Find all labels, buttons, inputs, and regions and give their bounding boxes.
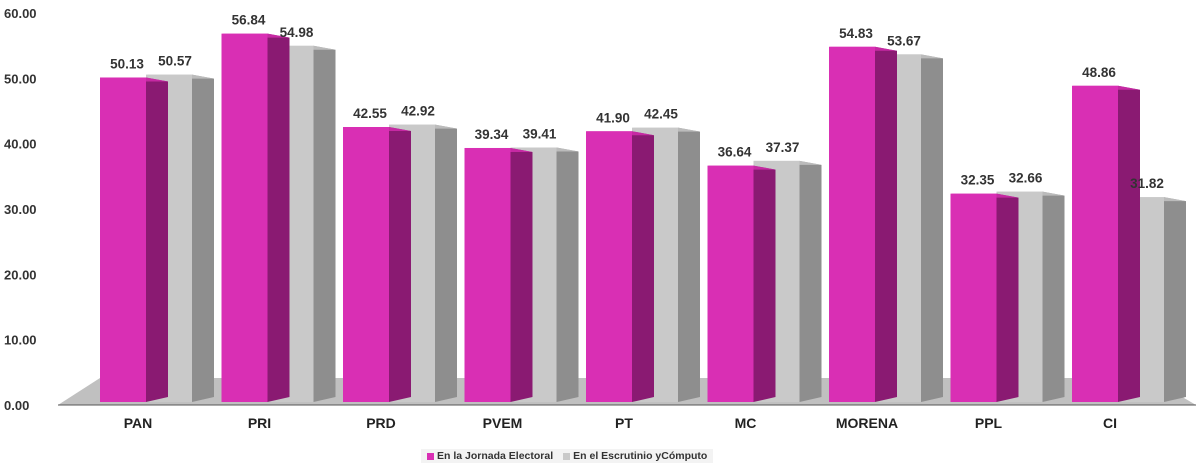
- bar-jornada-pt-side: [632, 131, 654, 402]
- bar-jornada-morena: [829, 46, 897, 402]
- bar-jornada-ppl: [950, 193, 1019, 402]
- y-tick-label: 10.00: [4, 333, 37, 348]
- y-tick-label: 20.00: [4, 267, 37, 282]
- bar-jornada-ppl-front: [950, 193, 997, 402]
- legend-swatch-escrutinio: [563, 452, 571, 460]
- data-label-jornada-ppl: 32.35: [961, 173, 995, 188]
- y-axis: 0.00 10.00 20.00 30.00 40.00 50.00 60.00: [4, 6, 37, 413]
- data-label-escrutinio-mc: 37.37: [766, 140, 800, 155]
- data-label-jornada-ci: 48.86: [1082, 65, 1116, 80]
- x-tick-label-pan: PAN: [124, 415, 153, 431]
- bar-escrutinio-pri-side: [313, 45, 336, 402]
- bar-jornada-mc-front: [707, 165, 754, 402]
- y-tick-label: 30.00: [4, 202, 37, 217]
- bar-jornada-ppl-side: [996, 193, 1019, 402]
- bar-jornada-ci-front: [1072, 85, 1118, 402]
- bar-jornada-pri: [221, 33, 290, 403]
- data-labels: 50.13 50.57 56.84 54.98 42.55 42.92 39.34 39.41…: [110, 13, 1164, 191]
- bar-jornada-ci-side: [1118, 85, 1140, 402]
- x-tick-label-pt: PT: [615, 415, 633, 431]
- bar-escrutinio-prd-side: [435, 124, 457, 403]
- bar-jornada-pvem-side: [510, 147, 533, 402]
- data-label-escrutinio-morena: 53.67: [887, 33, 921, 48]
- legend-item-escrutinio: En el Escrutinio yCómputo: [563, 450, 707, 462]
- bar-escrutinio-ppl-side: [1042, 191, 1065, 402]
- legend-swatch-jornada: [427, 452, 434, 460]
- y-tick-label: 50.00: [4, 71, 37, 86]
- bar-jornada-pt-front: [586, 131, 632, 402]
- y-tick-label: 0.00: [4, 398, 29, 413]
- legend: En la Jornada Electoral En el Escrutinio…: [421, 449, 714, 463]
- data-label-escrutinio-ci: 31.82: [1130, 176, 1164, 191]
- bar-escrutinio-pvem-side: [556, 147, 579, 402]
- bar-jornada-morena-side: [875, 46, 897, 402]
- x-tick-label-mc: MC: [735, 415, 757, 431]
- legend-label-jornada: En la Jornada Electoral: [437, 450, 554, 462]
- x-tick-label-prd: PRD: [366, 415, 396, 431]
- data-label-escrutinio-pan: 50.57: [158, 54, 192, 69]
- data-label-jornada-pri: 56.84: [232, 13, 266, 28]
- y-tick-label: 60.00: [4, 6, 37, 21]
- bar-jornada-ci: [1072, 85, 1140, 402]
- bar-jornada-pri-front: [221, 33, 268, 403]
- data-label-escrutinio-prd: 42.92: [401, 104, 435, 119]
- bar-escrutinio-ppl: [996, 191, 1065, 402]
- bar-escrutinio-pt-side: [678, 127, 700, 402]
- bar-jornada-morena-front: [829, 46, 875, 402]
- data-label-jornada-mc: 36.64: [718, 145, 752, 160]
- bar-jornada-pri-side: [267, 33, 290, 403]
- bar-escrutinio-pan-side: [192, 74, 214, 402]
- x-tick-label-pvem: PVEM: [483, 415, 523, 431]
- bar-jornada-pan: [100, 77, 168, 402]
- data-label-escrutinio-pri: 54.98: [280, 25, 314, 40]
- legend-item-jornada: En la Jornada Electoral: [427, 450, 553, 462]
- x-tick-label-morena: MORENA: [836, 415, 898, 431]
- data-label-escrutinio-pvem: 39.41: [523, 127, 557, 142]
- x-tick-label-pri: PRI: [248, 415, 271, 431]
- bar-escrutinio-mc-side: [799, 160, 822, 402]
- bar-jornada-pan-front: [100, 77, 146, 402]
- bar-jornada-mc: [707, 165, 776, 402]
- bar-jornada-pan-side: [146, 77, 168, 402]
- data-label-jornada-pt: 41.90: [596, 110, 630, 125]
- data-label-escrutinio-pt: 42.45: [644, 107, 678, 122]
- y-tick-label: 40.00: [4, 137, 37, 152]
- data-label-jornada-pvem: 39.34: [475, 127, 509, 142]
- x-axis: PAN PRI PRD PVEM PT MC MORENA PPL CI: [124, 415, 1117, 431]
- data-label-escrutinio-ppl: 32.66: [1009, 171, 1043, 186]
- bar-jornada-pvem: [464, 147, 533, 402]
- x-tick-label-ppl: PPL: [975, 415, 1003, 431]
- bar-escrutinio-morena-side: [921, 54, 943, 403]
- bar-escrutinio-ci-side: [1164, 197, 1186, 402]
- bar-jornada-prd-side: [389, 127, 411, 403]
- legend-label-escrutinio: En el Escrutinio yCómputo: [573, 450, 708, 462]
- data-label-jornada-pan: 50.13: [110, 56, 144, 71]
- bar-jornada-pvem-front: [464, 147, 511, 402]
- bar-jornada-mc-side: [753, 165, 776, 402]
- data-label-jornada-prd: 42.55: [353, 106, 387, 121]
- bar-jornada-prd: [343, 127, 411, 403]
- bar-jornada-prd-front: [343, 127, 389, 403]
- bar-jornada-pt: [586, 131, 654, 402]
- x-tick-label-ci: CI: [1103, 415, 1117, 431]
- data-label-jornada-morena: 54.83: [839, 26, 873, 41]
- bars: [100, 33, 1186, 403]
